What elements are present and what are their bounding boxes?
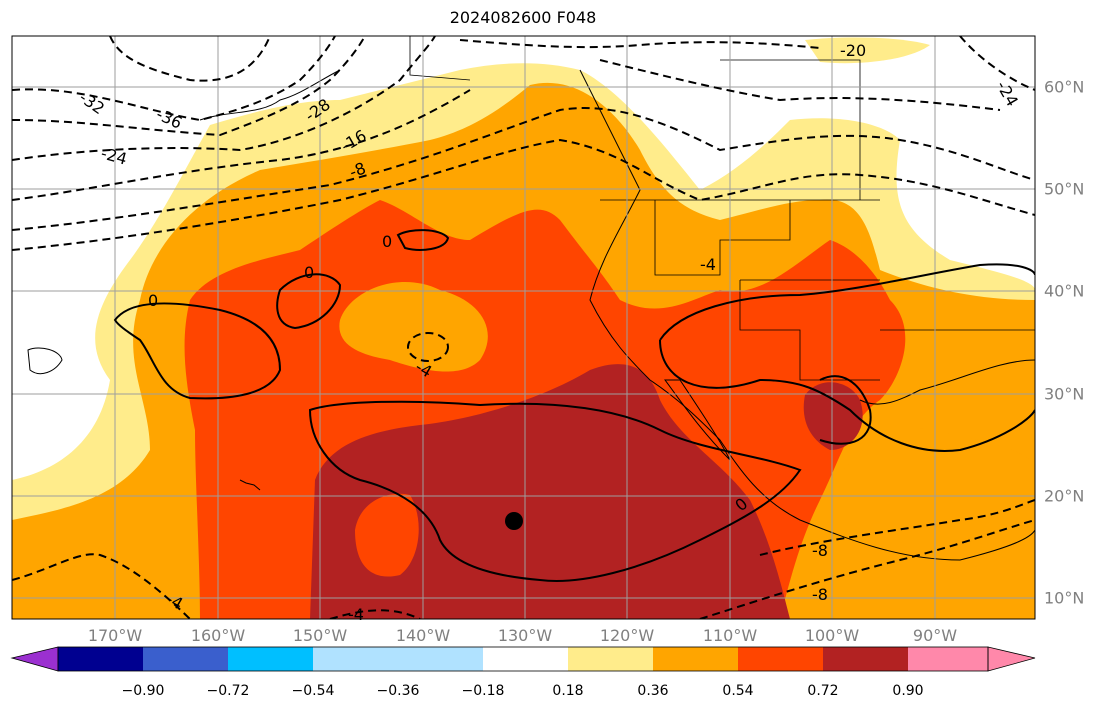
colorbar-extend-low bbox=[10, 646, 59, 672]
contour-label: -8 bbox=[347, 158, 368, 181]
shade-darkred bbox=[310, 364, 790, 619]
colorbar-segment bbox=[908, 647, 988, 671]
storm-center-marker bbox=[505, 512, 523, 530]
colorbar-tick: 0.72 bbox=[807, 683, 839, 699]
shade-orange-right bbox=[820, 428, 1035, 619]
lat-label: 60°N bbox=[1044, 77, 1085, 97]
lat-label: 50°N bbox=[1044, 179, 1085, 199]
shade-orange-blob bbox=[339, 281, 488, 372]
negative-contours bbox=[12, 36, 1035, 619]
map-frame bbox=[11, 35, 1036, 620]
colorbar-tick: −0.18 bbox=[461, 683, 505, 699]
colorbar-segment bbox=[483, 647, 568, 671]
graticule bbox=[12, 36, 1035, 619]
contour-label: -20 bbox=[840, 41, 866, 60]
lon-label: 170°W bbox=[87, 626, 143, 645]
lat-label: 20°N bbox=[1044, 486, 1085, 506]
colorbar-segment bbox=[568, 647, 653, 671]
colorbar-segment bbox=[228, 647, 313, 671]
contour-label: 0 bbox=[304, 263, 314, 282]
lat-label: 30°N bbox=[1044, 384, 1085, 404]
contour-label: -8 bbox=[812, 541, 828, 560]
lat-label: 10°N bbox=[1044, 588, 1085, 608]
zero-contours bbox=[113, 229, 1035, 582]
political-borders bbox=[409, 36, 1035, 381]
contour-label: 0 bbox=[148, 291, 158, 310]
colorbar-tick: 0.54 bbox=[722, 683, 754, 699]
colorbar-segment bbox=[823, 647, 908, 671]
contour-label: 0 bbox=[382, 232, 392, 251]
colorbar-tick: −0.90 bbox=[121, 683, 165, 699]
colorbar-tick: −0.72 bbox=[206, 683, 250, 699]
shade-yellow-top bbox=[805, 37, 930, 64]
lon-label: 160°W bbox=[190, 626, 246, 645]
shade-redorange-pocket bbox=[355, 493, 419, 577]
lon-label: 150°W bbox=[292, 626, 348, 645]
contour-label: -4 bbox=[700, 255, 716, 274]
colorbar-tick: 0.36 bbox=[637, 683, 669, 699]
contour-label: -4 bbox=[348, 605, 364, 624]
lon-label: 120°W bbox=[599, 626, 655, 645]
colorbar-segment bbox=[58, 647, 143, 671]
colorbar-tick: −0.36 bbox=[376, 683, 420, 699]
map-title: 2024082600 F048 bbox=[449, 8, 597, 27]
lat-label: 40°N bbox=[1044, 281, 1085, 301]
shade-darkred-small bbox=[803, 382, 863, 450]
colorbar bbox=[10, 646, 1036, 672]
colorbar-tick: 0.18 bbox=[552, 683, 584, 699]
contour-label: -8 bbox=[812, 585, 828, 604]
lon-label: 140°W bbox=[395, 626, 451, 645]
colorbar-segment bbox=[398, 647, 483, 671]
colorbar-segment bbox=[313, 647, 398, 671]
colorbar-segment bbox=[653, 647, 738, 671]
lon-label: 130°W bbox=[497, 626, 553, 645]
colorbar-extend-high bbox=[987, 646, 1036, 672]
lon-label: 110°W bbox=[702, 626, 758, 645]
lon-label: 90°W bbox=[912, 626, 958, 645]
colorbar-segment bbox=[738, 647, 823, 671]
colorbar-tick: −0.54 bbox=[291, 683, 335, 699]
colorbar-tick: 0.90 bbox=[892, 683, 924, 699]
lon-label: 100°W bbox=[804, 626, 860, 645]
colorbar-segment bbox=[143, 647, 228, 671]
